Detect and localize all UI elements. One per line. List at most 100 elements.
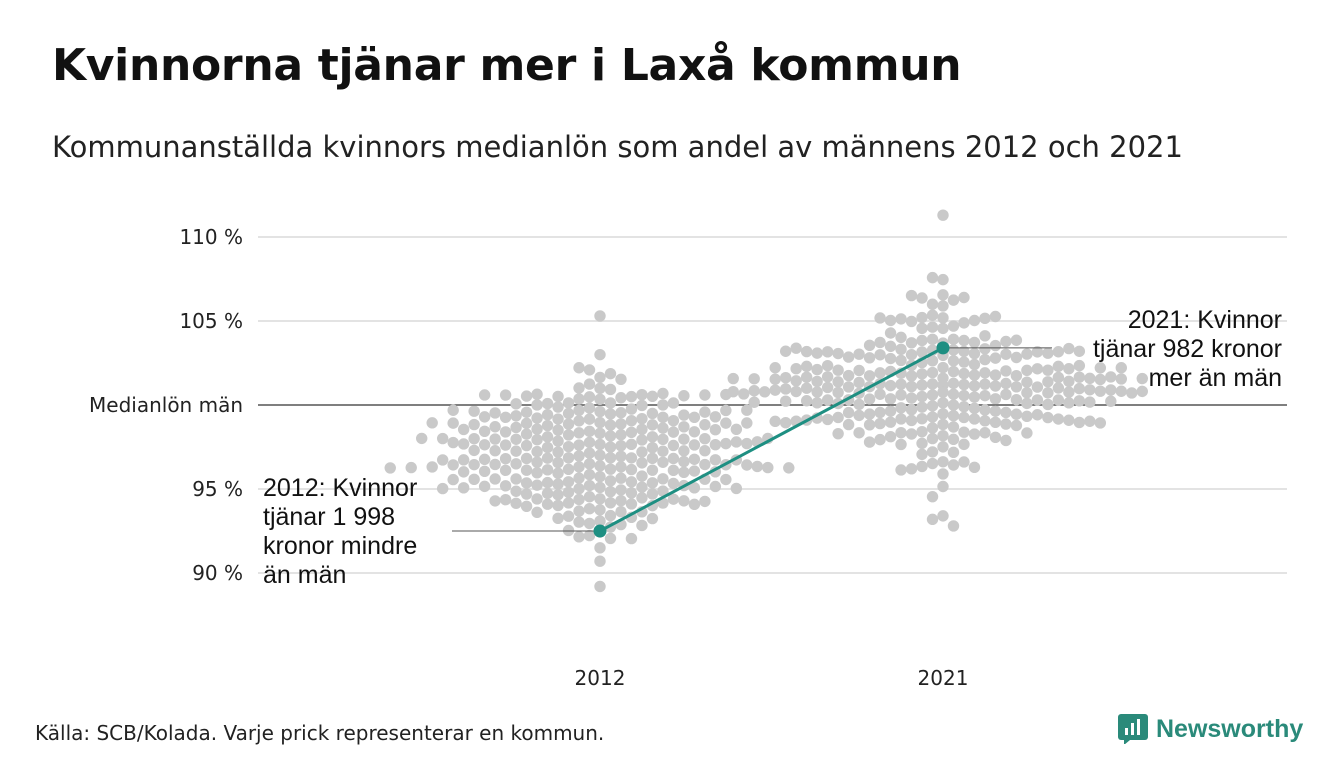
municipality-dot	[821, 371, 834, 383]
municipality-dot	[895, 354, 907, 367]
municipality-dot	[958, 401, 970, 413]
municipality-dot	[657, 387, 669, 400]
municipality-dot	[552, 478, 564, 490]
municipality-dot	[583, 468, 596, 481]
municipality-dot	[979, 427, 991, 439]
municipality-dot	[594, 427, 606, 440]
municipality-dot	[594, 405, 606, 418]
municipality-dot	[646, 512, 659, 525]
municipality-dot	[667, 464, 680, 477]
municipality-dot	[583, 378, 596, 390]
municipality-dot	[1000, 335, 1012, 348]
municipality-dot	[583, 413, 596, 425]
municipality-dot	[552, 512, 564, 525]
municipality-dot	[520, 500, 533, 513]
municipality-dot	[937, 209, 949, 221]
municipality-dot	[884, 352, 897, 365]
municipality-dot	[678, 495, 690, 507]
municipality-dot	[863, 419, 876, 431]
municipality-dot	[926, 378, 939, 390]
municipality-dot	[447, 473, 459, 486]
municipality-dot	[916, 346, 928, 358]
municipality-dot	[1021, 397, 1033, 410]
municipality-dot	[688, 426, 701, 438]
municipality-dot	[800, 395, 813, 407]
dots	[384, 209, 1148, 593]
municipality-dot	[678, 433, 690, 445]
municipality-dot	[1010, 381, 1023, 393]
municipality-dot	[947, 320, 960, 332]
municipality-dot	[989, 416, 1002, 428]
municipality-dot	[646, 488, 659, 500]
municipality-dot	[562, 463, 575, 476]
municipality-dot	[905, 404, 918, 416]
municipality-dot	[489, 495, 501, 507]
municipality-dot	[447, 436, 459, 449]
municipality-dot	[947, 399, 960, 411]
municipality-dot	[604, 475, 617, 487]
municipality-dot	[1010, 394, 1023, 406]
municipality-dot	[1073, 416, 1086, 429]
municipality-dot	[552, 467, 564, 479]
municipality-dot	[895, 402, 907, 414]
municipality-dot	[979, 378, 991, 390]
municipality-dot	[657, 411, 669, 424]
municipality-dot	[636, 492, 648, 504]
municipality-dot	[1084, 384, 1096, 396]
municipality-dot	[1000, 365, 1012, 377]
municipality-dot	[979, 389, 991, 402]
municipality-dot	[489, 445, 501, 457]
municipality-dot	[895, 438, 907, 451]
municipality-dot	[821, 413, 834, 426]
municipality-dot	[1010, 419, 1023, 432]
municipality-dot	[874, 312, 886, 324]
municipality-dot	[842, 418, 855, 431]
municipality-dot	[895, 331, 907, 344]
newsworthy-logo-icon	[1118, 714, 1148, 744]
municipality-dot	[541, 409, 554, 421]
municipality-dot	[594, 393, 606, 405]
municipality-dot	[937, 372, 949, 384]
municipality-dot	[884, 327, 897, 339]
municipality-dot	[594, 310, 606, 322]
municipality-dot	[447, 417, 459, 429]
municipality-dot	[989, 310, 1002, 323]
municipality-dot	[958, 411, 970, 424]
municipality-dot	[821, 346, 834, 358]
municipality-dot	[573, 531, 585, 543]
municipality-dot	[1105, 371, 1117, 383]
highlight-point-2012	[593, 524, 607, 538]
municipality-dot	[937, 300, 949, 312]
municipality-dot	[762, 461, 774, 474]
municipality-dot	[842, 381, 855, 393]
municipality-dot	[667, 452, 680, 465]
municipality-dot	[1052, 413, 1065, 425]
municipality-dot	[741, 417, 753, 429]
municipality-dot	[499, 452, 512, 465]
municipality-dot	[790, 362, 802, 375]
municipality-dot	[688, 453, 701, 465]
municipality-dot	[968, 391, 981, 403]
municipality-dot	[748, 385, 760, 397]
municipality-dot	[604, 419, 617, 431]
municipality-dot	[625, 438, 638, 451]
municipality-dot	[657, 422, 669, 434]
municipality-dot	[678, 421, 690, 433]
municipality-dot	[699, 419, 711, 431]
municipality-dot	[895, 413, 907, 425]
municipality-dot	[426, 461, 438, 473]
municipality-dot	[863, 352, 876, 364]
municipality-dot	[937, 408, 949, 420]
municipality-dot	[979, 404, 991, 416]
municipality-dot	[811, 375, 823, 388]
municipality-dot	[573, 439, 585, 451]
municipality-dot	[688, 498, 701, 511]
municipality-dot	[478, 411, 491, 423]
municipality-dot	[727, 385, 739, 398]
y-tick-label: 95 %	[192, 477, 243, 501]
municipality-dot	[573, 516, 585, 528]
municipality-dot	[499, 389, 512, 401]
municipality-dot	[709, 480, 722, 493]
municipality-dot	[1063, 375, 1075, 388]
brand-logo: Newsworthy	[1118, 714, 1303, 744]
